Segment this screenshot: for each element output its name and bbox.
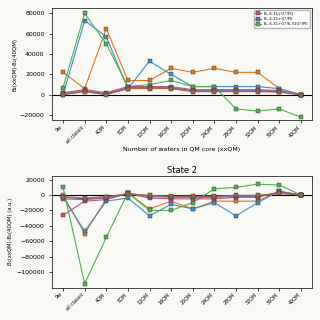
Y-axis label: B₂(xxQM)-B₂(40QM): B₂(xxQM)-B₂(40QM): [12, 38, 17, 91]
Legend: B₁ 6-31+G*/FQ, B₁ 6-31+G*/PE, B₁ 6-31+G*/6-31G*/PE: B₁ 6-31+G*/FQ, B₁ 6-31+G*/PE, B₁ 6-31+G*…: [254, 10, 310, 28]
X-axis label: Number of waters in QM core (xxQM): Number of waters in QM core (xxQM): [124, 147, 241, 152]
Y-axis label: B₂(xxQM)-B₂(40QM) (a.u.): B₂(xxQM)-B₂(40QM) (a.u.): [8, 198, 13, 265]
Title: State 2: State 2: [167, 166, 197, 175]
